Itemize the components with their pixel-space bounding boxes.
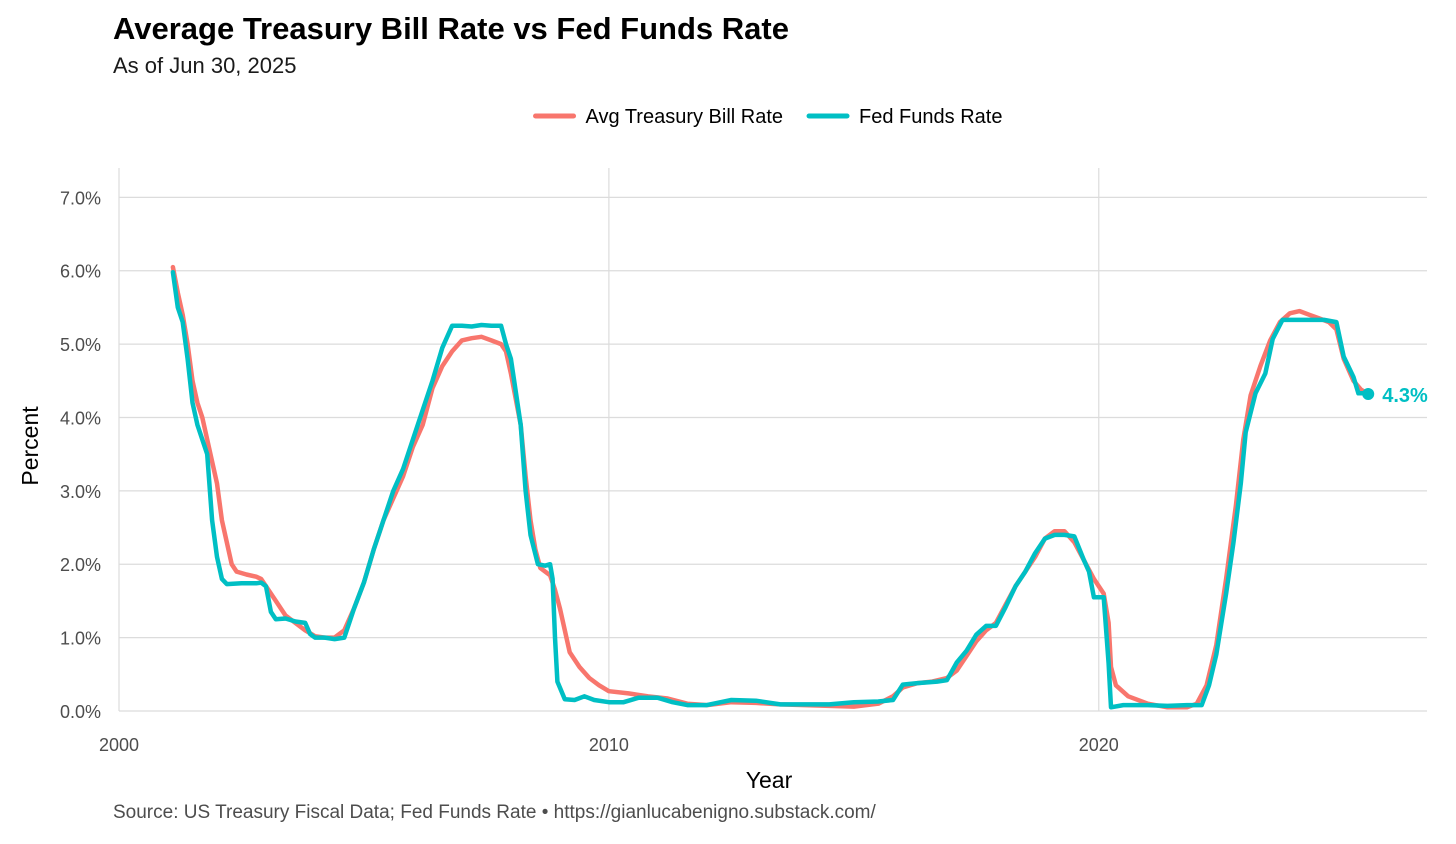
y-tick-label: 7.0% (60, 188, 101, 208)
x-tick-label: 2010 (589, 735, 629, 755)
y-tick-label: 1.0% (60, 629, 101, 649)
legend-label: Fed Funds Rate (859, 106, 1002, 128)
y-axis-label: Percent (17, 406, 43, 486)
y-tick-label: 6.0% (60, 262, 101, 282)
end-point-marker (1362, 388, 1375, 401)
y-tick-label: 4.0% (60, 408, 101, 428)
end-annotation: 4.3% (1362, 385, 1428, 407)
x-axis-label: Year (746, 767, 793, 793)
y-tick-label: 0.0% (60, 702, 101, 722)
series-layer (170, 264, 1371, 710)
chart-title: Average Treasury Bill Rate vs Fed Funds … (113, 11, 789, 46)
end-value-label: 4.3% (1382, 385, 1428, 407)
y-axis: 0.0% 1.0% 2.0% 3.0% 4.0% 5.0% 6.0% 7.0% (60, 188, 101, 722)
chart-subtitle: As of Jun 30, 2025 (113, 53, 297, 78)
y-tick-label: 2.0% (60, 555, 101, 575)
y-tick-label: 3.0% (60, 482, 101, 502)
y-tick-label: 5.0% (60, 335, 101, 355)
x-tick-label: 2020 (1079, 735, 1119, 755)
x-axis: 2000 2010 2020 (99, 735, 1119, 755)
legend: Avg Treasury Bill Rate Fed Funds Rate (533, 106, 1002, 128)
legend-label: Avg Treasury Bill Rate (586, 106, 784, 128)
gridlines (118, 168, 1427, 712)
series-line-fed-funds-rate (170, 269, 1371, 710)
chart-caption: Source: US Treasury Fiscal Data; Fed Fun… (113, 802, 876, 823)
x-tick-label: 2000 (99, 735, 139, 755)
series-line-avg-treasury-bill-rate (170, 264, 1371, 710)
